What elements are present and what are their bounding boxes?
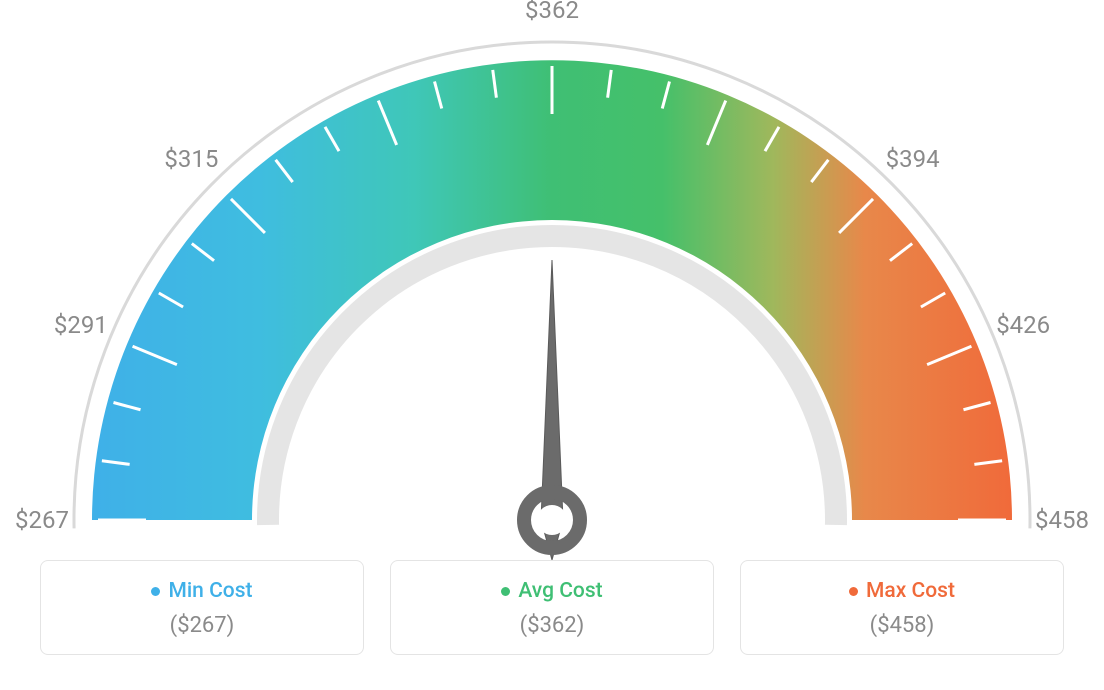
- dot-icon: [849, 587, 858, 596]
- legend-value: ($267): [53, 613, 351, 638]
- legend-label: Max Cost: [866, 579, 955, 603]
- legend-card-max: Max Cost ($458): [740, 560, 1064, 655]
- legend-label: Min Cost: [168, 579, 252, 603]
- gauge-container: $267 $291 $315 $362 $394 $426 $458: [0, 0, 1104, 560]
- gauge-tick-label: $458: [1035, 506, 1089, 534]
- gauge-tick-label: $267: [15, 506, 69, 534]
- legend-title-avg: Avg Cost: [501, 579, 602, 603]
- gauge-tick-label: $394: [886, 145, 940, 173]
- legend-card-avg: Avg Cost ($362): [390, 560, 714, 655]
- gauge-chart: [0, 0, 1104, 560]
- dot-icon: [501, 587, 510, 596]
- legend-row: Min Cost ($267) Avg Cost ($362) Max Cost…: [0, 560, 1104, 655]
- legend-title-max: Max Cost: [849, 579, 955, 603]
- legend-label: Avg Cost: [518, 579, 602, 603]
- legend-value: ($362): [403, 613, 701, 638]
- legend-card-min: Min Cost ($267): [40, 560, 364, 655]
- gauge-tick-label: $315: [164, 145, 218, 173]
- gauge-tick-label: $291: [54, 311, 108, 339]
- legend-value: ($458): [753, 613, 1051, 638]
- legend-title-min: Min Cost: [151, 579, 252, 603]
- gauge-tick-label: $362: [525, 0, 579, 24]
- gauge-tick-label: $426: [996, 311, 1050, 339]
- dot-icon: [151, 587, 160, 596]
